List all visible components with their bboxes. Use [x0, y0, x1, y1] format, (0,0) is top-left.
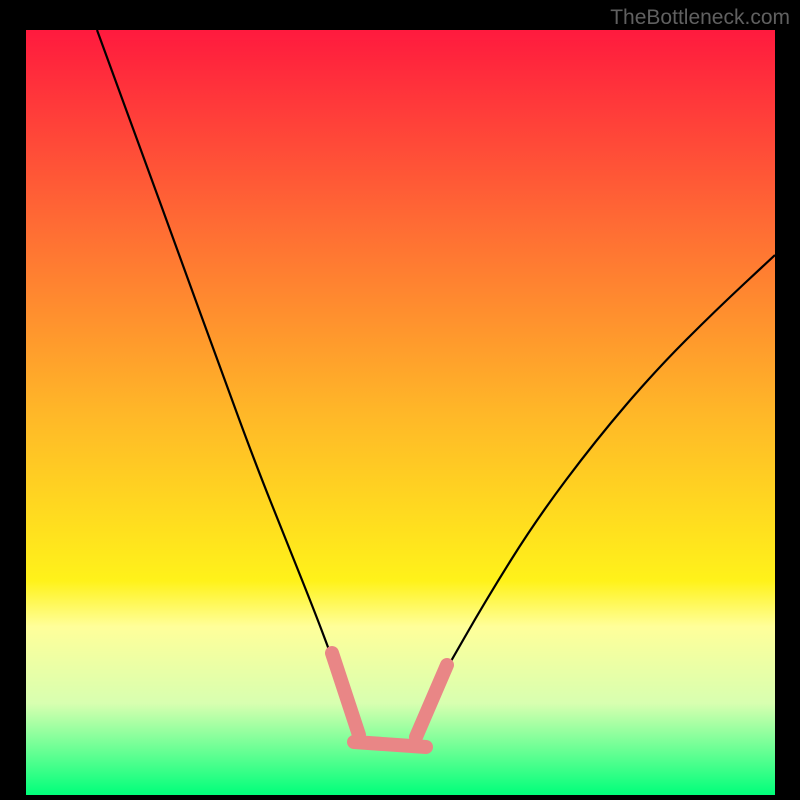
right-curve	[423, 255, 775, 710]
plot-clip-group	[97, 30, 775, 747]
chart-svg	[0, 0, 800, 800]
salmon-segment-right	[416, 665, 447, 737]
left-curve	[97, 30, 350, 713]
watermark-text: TheBottleneck.com	[610, 6, 790, 30]
salmon-segment-left	[332, 653, 359, 735]
